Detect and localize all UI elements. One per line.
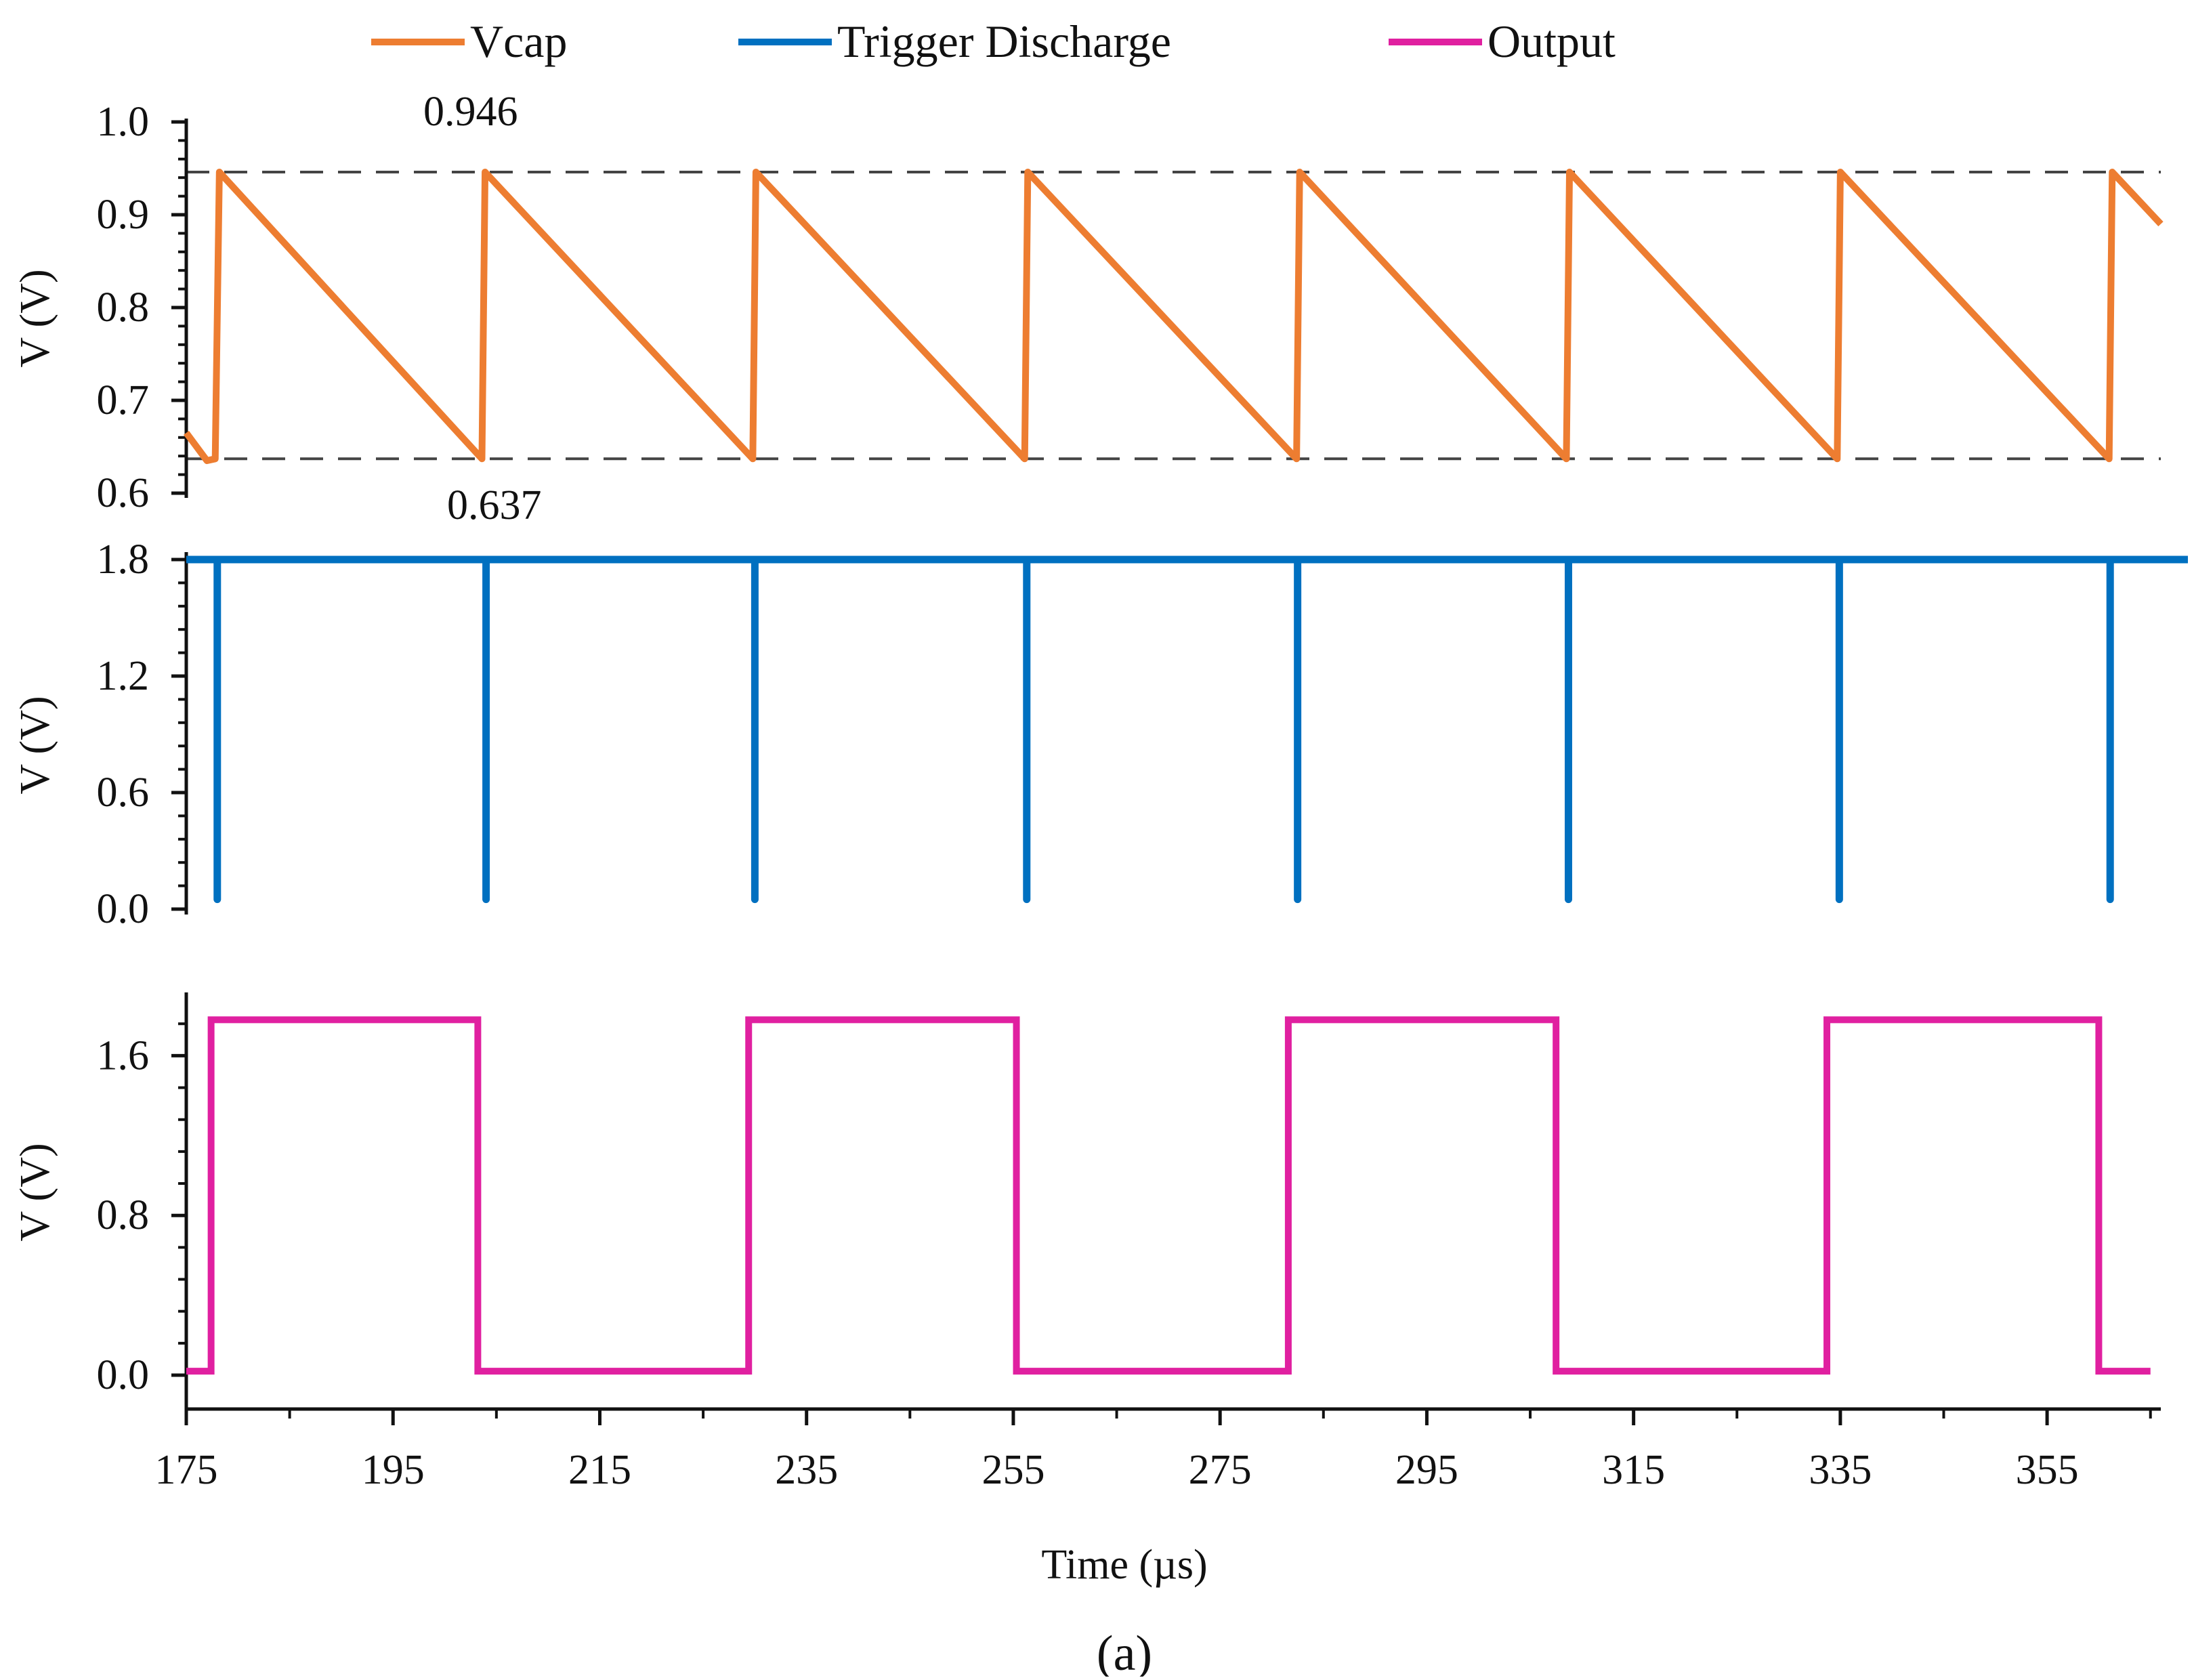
y-tick-label: 0.0 xyxy=(97,886,150,932)
vcap-panel: 0.6 0.7 0.8 0.9 1.0 V (V) 0.946 0.637 xyxy=(12,89,2164,528)
x-tick-label: 295 xyxy=(1395,1447,1458,1493)
x-tick-label: 275 xyxy=(1189,1447,1252,1493)
x-tick-label: 175 xyxy=(155,1447,218,1493)
output-panel: 0.0 0.8 1.6 V (V) 175 195 215 235 255 275 295 315… xyxy=(12,992,2161,1588)
x-tick-label: 315 xyxy=(1602,1447,1665,1493)
y-tick-label: 1.6 xyxy=(97,1032,150,1078)
x-tick-label: 355 xyxy=(2016,1447,2079,1493)
y-tick-label: 0.9 xyxy=(97,192,150,238)
y-tick-label: 0.7 xyxy=(97,377,150,423)
y-tick-label: 1.2 xyxy=(97,653,150,699)
reference-label-0-637: 0.637 xyxy=(447,482,542,528)
reference-label-0-946: 0.946 xyxy=(423,89,518,135)
x-tick-label: 235 xyxy=(775,1447,838,1493)
y-tick-label: 0.8 xyxy=(97,1192,150,1238)
legend-label-output: Output xyxy=(1488,16,1616,67)
output-y-axis-title: V (V) xyxy=(12,1143,58,1241)
x-axis-title: Time (µs) xyxy=(1041,1542,1207,1588)
y-tick-label: 1.8 xyxy=(97,537,150,583)
legend-label-trigger: Trigger Discharge xyxy=(837,16,1171,67)
y-tick-label: 0.0 xyxy=(97,1352,150,1398)
trigger-panel: 0.0 0.6 1.2 1.8 V (V) xyxy=(12,537,2188,932)
x-tick-label: 255 xyxy=(982,1447,1045,1493)
y-tick-label: 0.6 xyxy=(97,470,150,516)
legend-label-vcap: Vcap xyxy=(470,16,567,67)
output-series-line xyxy=(186,1016,2151,1375)
y-tick-label: 1.0 xyxy=(97,99,150,145)
y-tick-label: 0.6 xyxy=(97,770,150,816)
x-tick-label: 335 xyxy=(1809,1447,1872,1493)
trigger-y-axis-title: V (V) xyxy=(12,696,58,794)
y-tick-label: 0.8 xyxy=(97,285,150,331)
legend: Vcap Trigger Discharge Output xyxy=(371,16,1616,67)
x-tick-label: 215 xyxy=(568,1447,631,1493)
vcap-series-line xyxy=(183,168,2164,465)
figure-caption: (a) xyxy=(1097,1626,1152,1677)
x-tick-label: 195 xyxy=(362,1447,425,1493)
vcap-y-axis-title: V (V) xyxy=(12,269,58,367)
